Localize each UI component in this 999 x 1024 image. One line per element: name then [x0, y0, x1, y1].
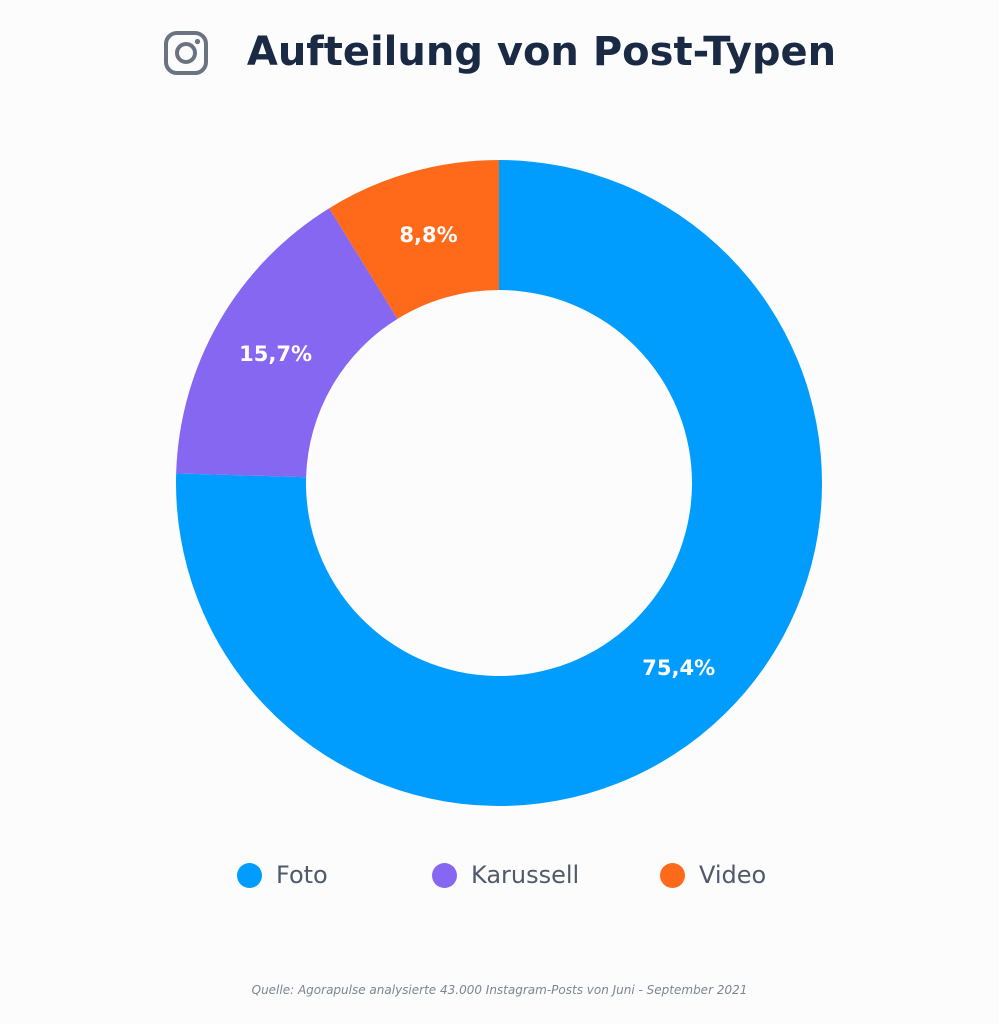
slice-label-video: 8,8% — [399, 223, 457, 247]
slice-label-foto: 75,4% — [642, 656, 715, 680]
legend-dot-karussell — [432, 862, 457, 888]
legend-dot-foto — [237, 862, 262, 888]
legend-item-karussell: Karussell — [432, 855, 579, 895]
instagram-icon — [163, 31, 208, 75]
page-title: Aufteilung von Post-Typen — [246, 29, 837, 75]
legend-label-foto: Foto — [276, 861, 328, 889]
legend-label-karussell: Karussell — [471, 861, 580, 889]
source-note: Quelle: Agorapulse analysierte 43.000 In… — [251, 983, 748, 997]
slice-video — [329, 160, 499, 319]
legend-item-foto: Foto — [237, 855, 328, 895]
legend-dot-video — [660, 862, 685, 888]
legend-item-video: Video — [660, 855, 766, 895]
slice-foto — [175, 160, 823, 806]
slice-label-karussell: 15,7% — [239, 342, 312, 366]
legend-label-video: Video — [699, 861, 767, 889]
header: Aufteilung von Post-Typen — [0, 22, 999, 82]
slice-karussell — [176, 208, 398, 478]
chart-legend: Foto Karussell Video — [0, 855, 999, 895]
